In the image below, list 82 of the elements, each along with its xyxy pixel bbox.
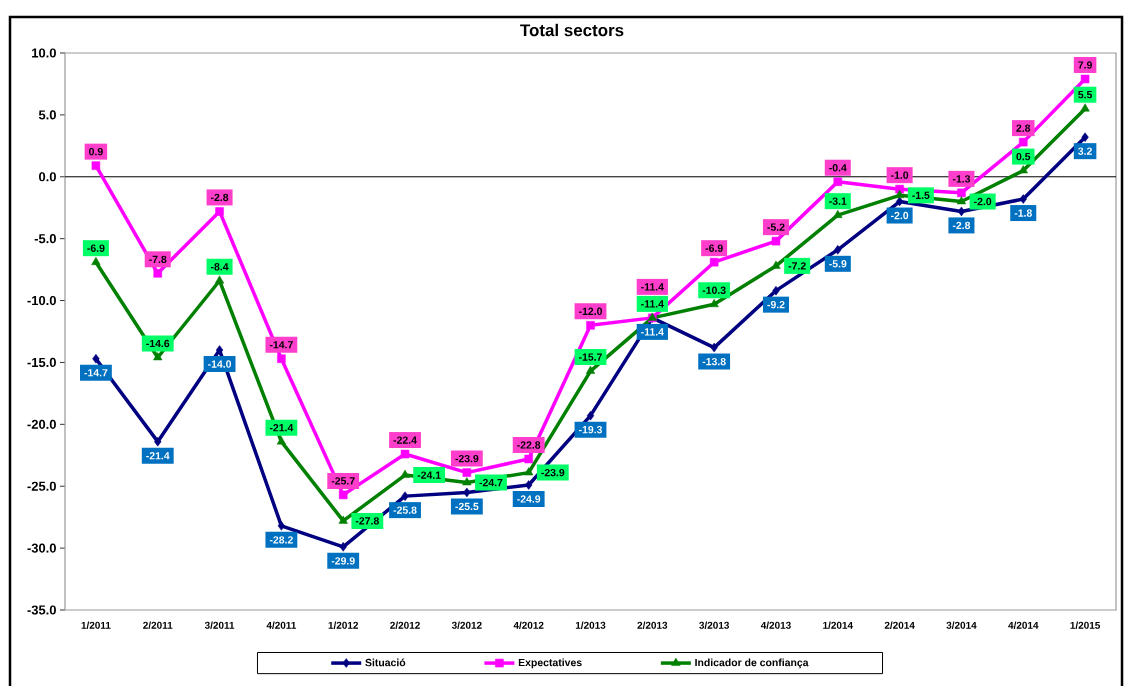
data-label: -24.7 (479, 478, 503, 487)
x-tick-label: 1/2014 (823, 621, 853, 629)
data-label: -22.4 (393, 436, 417, 444)
data-label: 3.2 (1078, 147, 1092, 155)
data-label: 0.9 (89, 147, 103, 156)
x-tick-label: 2/2011 (143, 621, 173, 629)
y-tick-label: -20.0 (27, 419, 56, 429)
data-label: -25.5 (455, 502, 479, 511)
data-label: -21.4 (146, 452, 170, 460)
data-label: -28.2 (269, 536, 293, 544)
x-tick-label: 2/2013 (637, 621, 668, 629)
x-tick-label: 4/2013 (760, 621, 791, 629)
data-label: -11.4 (641, 328, 664, 336)
data-label: 7.9 (1078, 61, 1092, 69)
data-label: -24.1 (417, 471, 441, 479)
data-label: -1.3 (952, 175, 971, 183)
data-label: -8.4 (210, 263, 229, 271)
data-label: -21.4 (269, 424, 294, 432)
y-tick-label: -25.0 (27, 481, 56, 491)
data-label: -27.8 (355, 517, 379, 525)
data-label: -5.2 (767, 223, 785, 231)
x-tick-label: 3/2013 (699, 621, 730, 629)
data-label: 2.8 (1016, 124, 1031, 132)
data-label: -25.8 (393, 506, 417, 514)
x-tick-label: 4/2012 (513, 621, 544, 629)
legend-label: Expectatives (518, 658, 582, 669)
x-tick-label: 2/2014 (884, 621, 915, 629)
x-tick-label: 1/2015 (1070, 621, 1101, 629)
data-label: -23.9 (455, 454, 479, 463)
data-label: -1.0 (891, 171, 909, 179)
data-label: -12.0 (578, 307, 602, 316)
y-tick-label: 0.0 (38, 172, 56, 182)
data-label: 0.5 (1016, 152, 1031, 161)
data-label: -19.3 (578, 425, 603, 434)
y-tick-label: -10.0 (27, 295, 56, 306)
data-label: -2.0 (974, 197, 992, 206)
x-tick-label: 3/2014 (946, 621, 977, 629)
data-label: -23.9 (541, 468, 565, 477)
data-label: -7.2 (788, 262, 806, 270)
y-tick-label: 5.0 (38, 110, 56, 120)
data-label: -3.1 (829, 197, 847, 205)
data-label: -5.9 (829, 260, 847, 268)
data-label: -15.7 (578, 353, 602, 361)
data-label: -29.9 (331, 557, 355, 565)
y-tick-label: -35.0 (27, 605, 56, 615)
x-tick-label: 4/2014 (1008, 621, 1039, 629)
x-tick-label: 3/2011 (204, 621, 235, 629)
data-label: -10.3 (702, 286, 726, 294)
legend-label: Indicador de confiança (695, 658, 809, 669)
data-label: -1.5 (912, 191, 930, 199)
x-tick-label: 3/2012 (451, 621, 482, 629)
data-label: -2.8 (952, 221, 971, 230)
y-tick-label: -30.0 (27, 543, 56, 553)
data-label: -11.4 (641, 283, 664, 291)
data-label: -14.7 (269, 341, 293, 349)
y-tick-label: 10.0 (32, 48, 56, 58)
x-tick-label: 1/2011 (81, 621, 111, 629)
x-tick-label: 1/2013 (575, 621, 606, 629)
data-label: -24.9 (517, 495, 541, 503)
chart-title: Total sectors (520, 23, 624, 37)
data-label: -6.9 (705, 244, 723, 252)
data-label: -14.6 (146, 339, 170, 348)
data-label: -14.0 (208, 360, 232, 368)
x-tick-label: 1/2012 (328, 621, 359, 629)
data-label: -7.8 (149, 255, 167, 264)
y-tick-label: -15.0 (27, 357, 56, 368)
data-label: -2.0 (891, 211, 909, 220)
data-label: -0.4 (829, 164, 847, 172)
legend-label: Situació (365, 658, 406, 667)
data-label: -6.9 (87, 244, 105, 252)
data-label: -25.7 (331, 477, 355, 485)
data-label: -22.8 (517, 441, 541, 449)
data-label: -11.4 (641, 300, 664, 308)
x-tick-label: 4/2011 (266, 621, 297, 629)
x-tick-label: 2/2012 (390, 621, 420, 629)
data-label: -2.8 (210, 193, 229, 202)
data-label: -13.8 (702, 357, 726, 366)
y-tick-label: -5.0 (34, 234, 56, 244)
data-label: -1.8 (1014, 209, 1032, 217)
data-label: -14.7 (84, 369, 108, 377)
data-label: 5.5 (1078, 91, 1093, 99)
data-label: -9.2 (767, 300, 785, 309)
